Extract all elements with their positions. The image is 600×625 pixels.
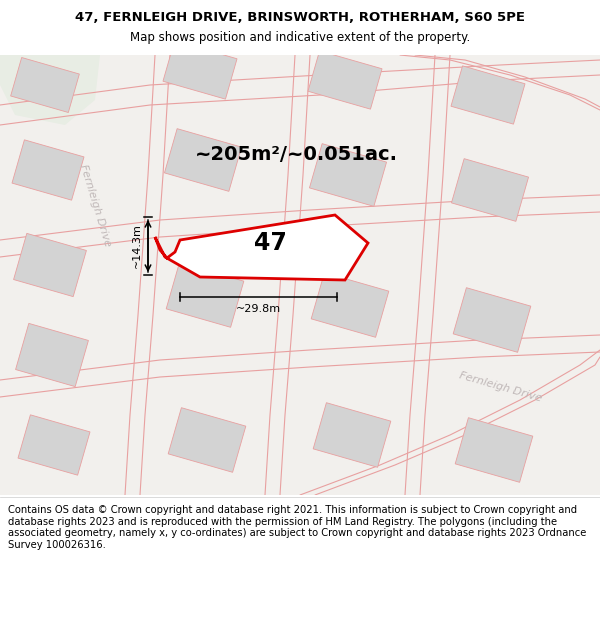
Polygon shape (163, 41, 237, 99)
Polygon shape (168, 408, 246, 472)
Polygon shape (18, 415, 90, 475)
Text: Map shows position and indicative extent of the property.: Map shows position and indicative extent… (130, 31, 470, 44)
Polygon shape (455, 418, 533, 482)
Polygon shape (451, 66, 525, 124)
Polygon shape (166, 262, 244, 328)
Polygon shape (164, 129, 242, 191)
Polygon shape (12, 140, 84, 200)
Text: Fernleigh Drive: Fernleigh Drive (78, 162, 112, 248)
Polygon shape (155, 215, 368, 280)
Text: ~29.8m: ~29.8m (236, 304, 281, 314)
Text: Fernleigh Drive: Fernleigh Drive (458, 371, 542, 404)
Text: 47, FERNLEIGH DRIVE, BRINSWORTH, ROTHERHAM, S60 5PE: 47, FERNLEIGH DRIVE, BRINSWORTH, ROTHERH… (75, 11, 525, 24)
Polygon shape (14, 233, 86, 297)
Polygon shape (311, 272, 389, 338)
Polygon shape (453, 288, 531, 352)
Polygon shape (313, 402, 391, 468)
Polygon shape (308, 51, 382, 109)
Polygon shape (451, 159, 529, 221)
Polygon shape (310, 144, 386, 206)
Text: ~14.3m: ~14.3m (132, 224, 142, 269)
Polygon shape (0, 55, 100, 125)
Text: 47: 47 (254, 231, 286, 255)
Text: Contains OS data © Crown copyright and database right 2021. This information is : Contains OS data © Crown copyright and d… (8, 505, 586, 550)
Text: ~205m²/~0.051ac.: ~205m²/~0.051ac. (195, 146, 398, 164)
Polygon shape (11, 58, 79, 112)
Polygon shape (16, 323, 88, 387)
